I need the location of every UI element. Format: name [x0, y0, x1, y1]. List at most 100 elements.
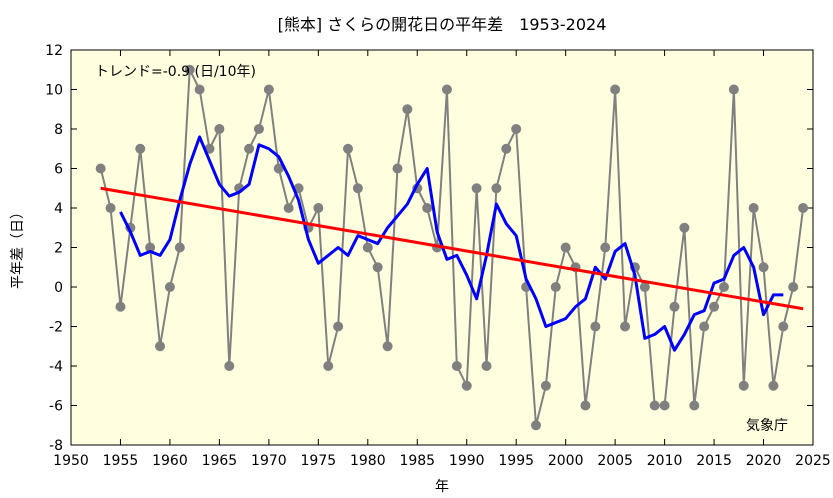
- annual-point: [95, 163, 106, 174]
- source-label: 気象庁: [746, 418, 788, 434]
- x-tick-label: 2000: [548, 453, 584, 469]
- trend-label: トレンド=-0.9 (日/10年): [95, 64, 256, 80]
- annual-point: [343, 143, 354, 154]
- annual-point: [145, 242, 156, 253]
- x-tick-label: 1955: [103, 453, 139, 469]
- annual-point: [115, 301, 126, 312]
- annual-point: [620, 321, 631, 332]
- annual-point: [540, 380, 551, 391]
- x-tick-label: 1980: [350, 453, 386, 469]
- annual-point: [550, 282, 561, 292]
- trend-series: [100, 186, 804, 311]
- annual-point: [491, 183, 502, 194]
- annual-point: [580, 400, 591, 411]
- y-tick-label: 8: [54, 122, 63, 138]
- x-tick-label: 1985: [399, 453, 435, 469]
- y-tick-label: 6: [54, 162, 63, 178]
- annual-point: [382, 341, 393, 352]
- x-tick-label: 2020: [746, 453, 782, 469]
- annual-point: [798, 203, 809, 213]
- annual-point: [174, 242, 185, 253]
- annual-point: [699, 321, 710, 332]
- annual-point: [461, 380, 472, 391]
- annual-point: [590, 321, 601, 332]
- annual-point: [402, 104, 413, 115]
- annual-point: [441, 84, 452, 95]
- annual-point: [511, 124, 522, 134]
- annual-point: [214, 124, 225, 134]
- annual-point: [362, 242, 373, 253]
- annual-point: [135, 143, 146, 154]
- annual-point: [194, 84, 205, 95]
- y-tick-label: -8: [49, 438, 63, 454]
- annual-point: [263, 84, 274, 95]
- x-tick-label: 1960: [152, 453, 188, 469]
- annual-point: [273, 163, 284, 174]
- annual-point: [164, 282, 175, 292]
- annual-point: [659, 400, 670, 411]
- annual-point: [758, 262, 769, 273]
- annual-point: [679, 222, 690, 233]
- annual-point: [105, 203, 116, 213]
- trend-line: [100, 186, 804, 311]
- annual-point: [352, 183, 363, 194]
- annual-point: [224, 361, 235, 371]
- annual-point: [244, 143, 255, 154]
- annual-point: [718, 282, 729, 292]
- annual-point: [778, 321, 789, 332]
- y-tick-label: 2: [54, 241, 63, 257]
- moving-average-series: [119, 135, 784, 352]
- x-tick-label: 1970: [251, 453, 287, 469]
- plot-frame: [70, 49, 814, 446]
- annual-point: [471, 183, 482, 194]
- annual-point: [422, 203, 433, 213]
- annual-point: [323, 361, 334, 371]
- annual-point: [184, 64, 195, 75]
- x-tick-label: 1990: [449, 453, 485, 469]
- x-tick-label: 1995: [498, 453, 534, 469]
- annual-point: [313, 203, 324, 213]
- y-tick-label: -6: [49, 399, 63, 415]
- y-tick-label: -4: [49, 359, 63, 375]
- annual-point: [451, 361, 462, 371]
- y-tick-label: 10: [45, 83, 63, 99]
- x-tick-label: 1975: [301, 453, 337, 469]
- annual-point: [738, 380, 749, 391]
- annual-point: [333, 321, 344, 332]
- x-axis-label: 年: [435, 479, 449, 495]
- annual-point: [748, 203, 759, 213]
- x-tick-label: 2015: [696, 453, 732, 469]
- x-tick-label: 2010: [647, 453, 683, 469]
- annual-point: [788, 282, 799, 292]
- annual-point: [610, 84, 621, 95]
- annual-point: [560, 242, 571, 253]
- x-tick-label: 2025: [795, 453, 831, 469]
- y-axis-label: 平年差（日）: [10, 205, 26, 289]
- y-tick-label: 0: [54, 280, 63, 296]
- y-tick-label: 12: [45, 43, 63, 59]
- x-axis: 1950 1955 1960 1965 1970 1975 1980 1985 1990 1995…: [53, 50, 831, 469]
- annual-point: [501, 143, 512, 154]
- annual-point: [155, 341, 166, 352]
- annual-point: [689, 400, 700, 411]
- x-tick-label: 1965: [202, 453, 238, 469]
- annual-point: [768, 380, 779, 391]
- x-tick-label: 2005: [597, 453, 633, 469]
- annual-point: [600, 242, 611, 253]
- annual-point: [392, 163, 403, 174]
- annual-point: [372, 262, 383, 273]
- annual-point: [669, 301, 680, 312]
- annual-point: [530, 420, 541, 431]
- x-tick-label: 1950: [53, 453, 89, 469]
- moving-average-line: [119, 135, 784, 352]
- annual-point: [283, 203, 294, 213]
- annual-point: [728, 84, 739, 95]
- y-tick-label: 4: [54, 201, 63, 217]
- annual-point: [649, 400, 660, 411]
- annual-point: [481, 361, 492, 371]
- y-tick-label: -2: [49, 320, 63, 336]
- annual-point: [709, 301, 720, 312]
- y-axis: -8 -6 -4 -2 0 2 4 6 8 10 12: [45, 43, 813, 454]
- annual-point: [253, 124, 264, 134]
